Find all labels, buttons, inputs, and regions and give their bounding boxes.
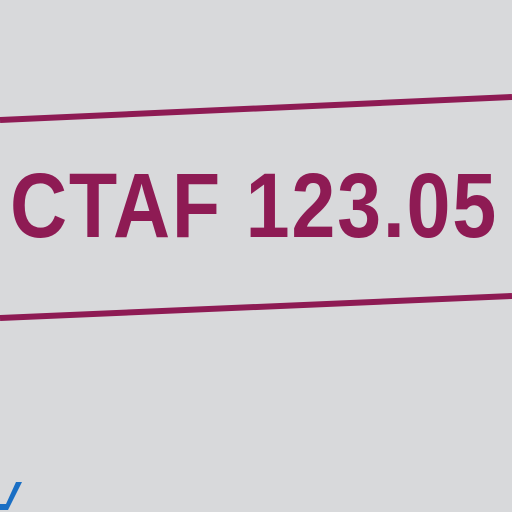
- box-top-line: [0, 94, 512, 123]
- box-bottom-line: [0, 293, 512, 321]
- ctaf-frequency-label: CTAF 123.05: [10, 155, 498, 257]
- blue-route-fragment: [0, 482, 22, 510]
